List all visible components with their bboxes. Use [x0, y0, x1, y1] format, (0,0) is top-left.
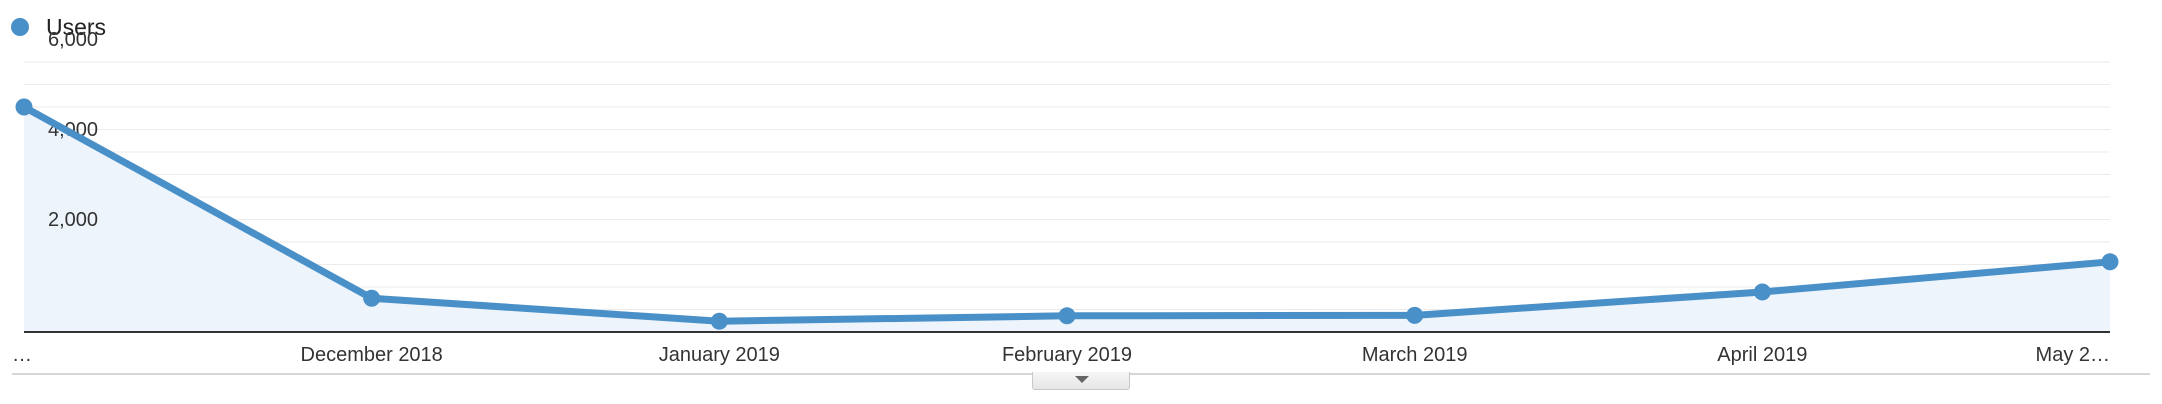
- data-point[interactable]: [1753, 283, 1771, 301]
- x-tick-label: …: [12, 344, 32, 366]
- data-point[interactable]: [710, 312, 728, 330]
- series-users: [15, 98, 2119, 330]
- x-tick-label: December 2018: [301, 344, 443, 366]
- data-point[interactable]: [1058, 307, 1076, 325]
- legend[interactable]: Users: [11, 14, 106, 40]
- data-point[interactable]: [15, 98, 33, 116]
- data-point[interactable]: [363, 289, 381, 307]
- expand-chart-button[interactable]: [1032, 372, 1130, 390]
- area-fill: [24, 107, 2110, 332]
- data-point[interactable]: [2101, 253, 2119, 271]
- chevron-down-icon: [1075, 376, 1089, 383]
- gridlines: [24, 61, 2110, 310]
- area-users: [24, 107, 2110, 332]
- y-tick-label: 2,000: [48, 209, 98, 231]
- x-axis-tick-labels: … December 2018 January 2019 February 2019 M…: [12, 344, 2110, 366]
- legend-label-users: Users: [46, 14, 106, 40]
- x-tick-label: February 2019: [1002, 344, 1132, 366]
- legend-swatch-users: [11, 18, 29, 36]
- x-tick-label: March 2019: [1362, 344, 1468, 366]
- data-point[interactable]: [1406, 306, 1424, 324]
- x-tick-label: May 2…: [2036, 344, 2110, 366]
- y-tick-label: 6,000: [48, 29, 98, 51]
- x-tick-label: April 2019: [1717, 344, 1807, 366]
- x-tick-label: January 2019: [659, 344, 780, 366]
